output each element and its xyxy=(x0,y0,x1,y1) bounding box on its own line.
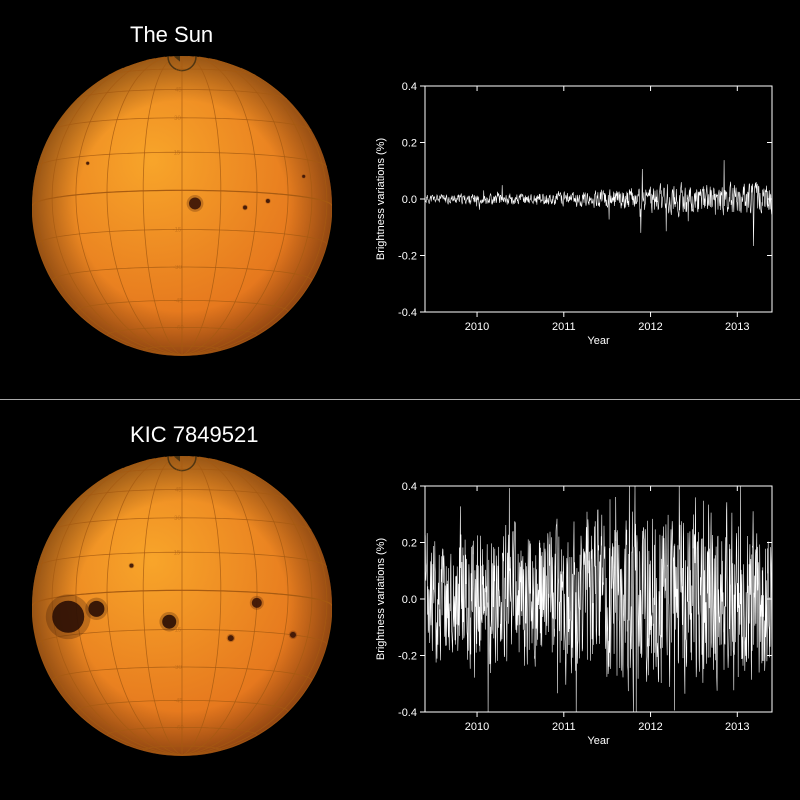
svg-text:-0.2: -0.2 xyxy=(398,651,417,663)
svg-text:-30: -30 xyxy=(173,265,182,271)
chart-sun: -0.4 -0.2 0.0 0.2 0.4 2010 2011 2012 2013 Year Bri… xyxy=(370,80,780,350)
title-kic: KIC 7849521 xyxy=(130,422,258,448)
svg-text:-0.2: -0.2 xyxy=(398,251,417,263)
svg-text:15: 15 xyxy=(174,550,181,556)
svg-text:Year: Year xyxy=(587,735,610,747)
svg-text:-15: -15 xyxy=(173,627,182,633)
svg-text:2011: 2011 xyxy=(552,721,576,733)
svg-text:2010: 2010 xyxy=(465,721,489,733)
panel-sun: The Sun -60 -45 -30 -15 15 30 45 60 -0.4 -0.2 0.0… xyxy=(0,0,800,400)
svg-text:45: 45 xyxy=(175,87,182,93)
svg-text:0.0: 0.0 xyxy=(402,594,417,606)
svg-text:-0.4: -0.4 xyxy=(398,707,417,719)
svg-text:2011: 2011 xyxy=(552,321,576,333)
svg-text:-0.4: -0.4 xyxy=(398,307,417,319)
svg-text:Brightness variations (%): Brightness variations (%) xyxy=(375,138,387,260)
svg-text:0.0: 0.0 xyxy=(402,194,417,206)
svg-text:2010: 2010 xyxy=(465,321,489,333)
chart-kic: -0.4 -0.2 0.0 0.2 0.4 2010 2011 2012 2013 Year Bri… xyxy=(370,480,780,750)
svg-text:-45: -45 xyxy=(174,698,183,704)
svg-text:30: 30 xyxy=(174,516,181,522)
svg-text:-60: -60 xyxy=(175,325,184,331)
svg-text:-45: -45 xyxy=(174,298,183,304)
sphere-sun: -60 -45 -30 -15 15 30 45 60 xyxy=(32,56,332,356)
svg-text:-15: -15 xyxy=(173,227,182,233)
svg-text:30: 30 xyxy=(174,116,181,122)
svg-text:Brightness variations (%): Brightness variations (%) xyxy=(375,538,387,660)
svg-text:2012: 2012 xyxy=(638,721,662,733)
svg-text:Year: Year xyxy=(587,335,610,347)
svg-text:2013: 2013 xyxy=(725,721,749,733)
svg-text:0.2: 0.2 xyxy=(402,538,417,550)
svg-text:-30: -30 xyxy=(173,665,182,671)
panel-kic: KIC 7849521 -60-45-30-1515304560 -0.4-0.… xyxy=(0,400,800,800)
svg-text:0.4: 0.4 xyxy=(402,481,417,493)
svg-text:45: 45 xyxy=(175,487,182,493)
svg-text:2013: 2013 xyxy=(725,321,749,333)
svg-text:2012: 2012 xyxy=(638,321,662,333)
svg-text:0.2: 0.2 xyxy=(402,138,417,150)
title-sun: The Sun xyxy=(130,22,213,48)
svg-text:0.4: 0.4 xyxy=(402,81,417,93)
svg-text:60: 60 xyxy=(176,67,183,73)
svg-text:-60: -60 xyxy=(175,725,184,731)
svg-text:60: 60 xyxy=(176,467,183,473)
sphere-kic: -60 -45 -30 -15 15 30 45 60 xyxy=(32,456,332,756)
svg-text:15: 15 xyxy=(174,150,181,156)
